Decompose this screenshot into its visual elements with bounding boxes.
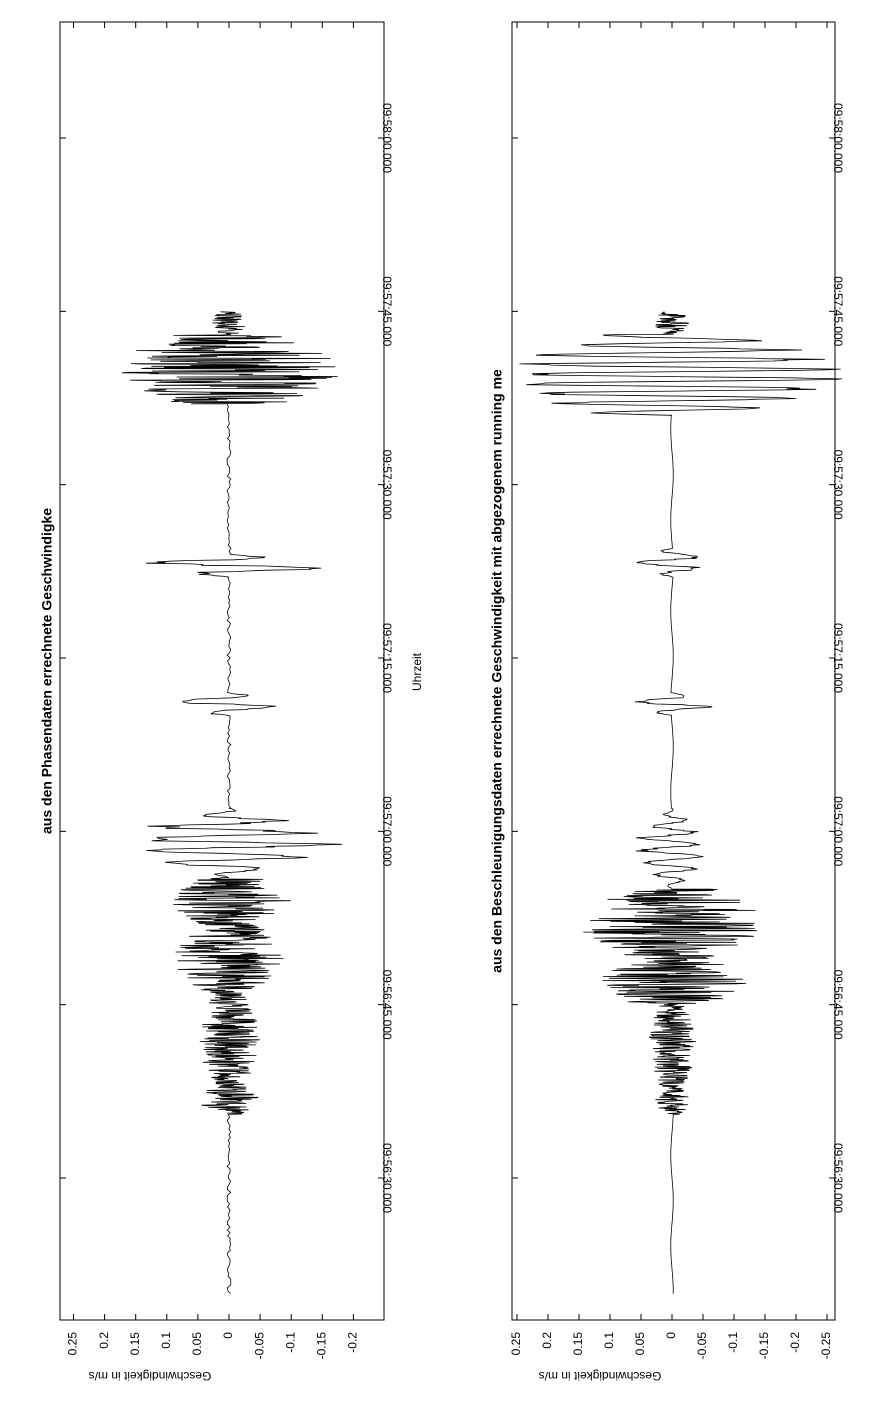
value-tick-label: 0.1 (602, 1332, 616, 1349)
value-tick-label: -0.25 (819, 1332, 833, 1360)
time-tick-label: 09:57:30.000 (831, 450, 845, 520)
value-tick-label: 0 (664, 1332, 678, 1339)
y-axis-label: Geschwindigkeit in m/s (89, 1369, 212, 1383)
value-tick-label: 0.05 (190, 1332, 204, 1356)
time-tick-label: 09:58:00.000 (380, 103, 394, 173)
value-tick-label: 0.1 (159, 1332, 173, 1349)
time-tick-label: 09:56:30.000 (380, 1143, 394, 1213)
value-tick-label: 0.2 (540, 1332, 554, 1349)
chart-title: aus den Phasendaten errechnete Geschwind… (39, 508, 55, 834)
time-tick-label: 09:57:45.000 (831, 276, 845, 346)
value-tick-label: 0 (221, 1332, 235, 1339)
plot-frame (511, 21, 836, 1321)
time-tick-label: 09:56:30.000 (831, 1143, 845, 1213)
time-tick-label: 09:57:15.000 (831, 623, 845, 693)
value-tick-label: 0.15 (571, 1332, 585, 1356)
plot-frame (59, 21, 385, 1321)
x-axis-label: Uhrzeit (410, 652, 424, 691)
time-tick-label: 09:57:00.000 (380, 796, 394, 866)
value-tick-label: -0.15 (314, 1332, 328, 1360)
value-tick-label: 0.2 (97, 1332, 111, 1349)
value-tick-label: -0.05 (695, 1332, 709, 1360)
series-line (121, 311, 343, 1294)
value-tick-label: 0.25 (66, 1332, 80, 1356)
time-tick-label: 09:57:15.000 (380, 623, 394, 693)
value-tick-label: -0.1 (726, 1332, 740, 1353)
value-tick-label: -0.2 (788, 1332, 802, 1353)
series-line (519, 311, 842, 1294)
value-tick-label: 0.25 (509, 1332, 523, 1356)
time-tick-label: 09:58:00.000 (831, 103, 845, 173)
chart-title: aus den Beschleunigungsdaten errechnete … (489, 369, 505, 973)
value-tick-label: 0.15 (128, 1332, 142, 1356)
value-tick-label: 0.05 (633, 1332, 647, 1356)
value-tick-label: -0.15 (757, 1332, 771, 1360)
value-tick-label: -0.2 (346, 1332, 360, 1353)
chart-bottom: 09:56:30.000 09:56:45.000 09:57:00.000 09:5… (489, 21, 845, 1383)
time-tick-label: 09:57:45.000 (380, 276, 394, 346)
time-tick-label: 09:57:00.000 (831, 796, 845, 866)
time-tick-label: 09:57:30.000 (380, 450, 394, 520)
time-tick-label: 09:56:45.000 (831, 970, 845, 1040)
value-tick-label: -0.05 (252, 1332, 266, 1360)
chart-top: 09:56:30.000 09:56:45.000 09:57:00.000 09:5… (39, 21, 424, 1383)
y-axis-label: Geschwindigkeit in m/s (539, 1369, 662, 1383)
time-tick-label: 09:56:45.000 (380, 970, 394, 1040)
value-tick-label: -0.1 (283, 1332, 297, 1353)
